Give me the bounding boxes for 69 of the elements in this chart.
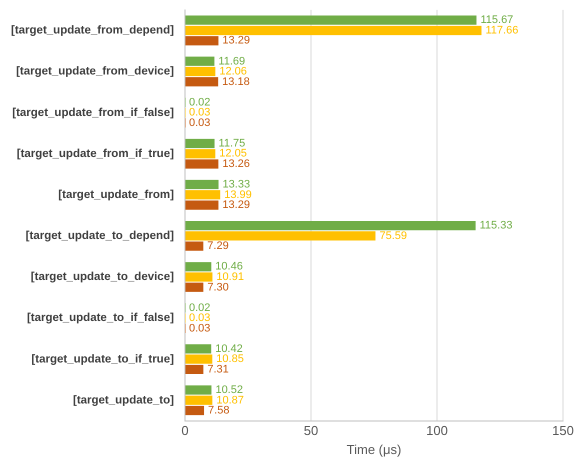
data-label: 13.33: [222, 178, 250, 191]
x-tick-label: 150: [552, 423, 574, 438]
bar: [185, 180, 219, 190]
data-label: 11.69: [218, 55, 246, 68]
data-label: 0.03: [189, 116, 210, 129]
data-label: 12.06: [219, 66, 247, 78]
bar: [185, 344, 212, 354]
bar: [185, 56, 214, 66]
data-label: 13.29: [222, 34, 250, 47]
x-tick-label: 50: [304, 423, 318, 438]
y-tick-label: [target_update_to_depend]: [26, 230, 174, 242]
bar: [185, 26, 482, 36]
bar: [185, 354, 212, 364]
data-label: 12.05: [219, 148, 247, 160]
bar: [185, 221, 476, 230]
data-label: 10.85: [216, 353, 244, 366]
data-label: 10.52: [215, 384, 243, 396]
data-label: 7.30: [207, 281, 229, 294]
data-label: 13.29: [222, 199, 250, 212]
data-label: 7.31: [207, 363, 229, 376]
bar: [185, 231, 376, 241]
bar: [185, 159, 218, 169]
data-label: 7.29: [207, 240, 229, 252]
y-tick-label: [target_update_from_depend]: [11, 24, 174, 37]
y-tick-label: [target_update_from_device]: [16, 66, 174, 78]
bar: [185, 77, 218, 86]
bar: [185, 149, 216, 158]
bar: [185, 66, 216, 76]
y-tick-label: [target_update_to_device]: [30, 271, 174, 284]
data-label: 7.58: [208, 404, 230, 417]
bar: [185, 406, 204, 416]
y-tick-label: [target_update_from_if_true]: [16, 148, 174, 160]
bar: [185, 262, 212, 272]
data-label: 10.42: [215, 342, 243, 355]
y-tick-label: [target_update_from]: [58, 188, 174, 201]
data-label: 0.02: [188, 302, 210, 314]
x-tick-label: 0: [181, 423, 189, 438]
data-label: 0.03: [189, 106, 210, 119]
data-label: 10.87: [216, 394, 244, 406]
bar: [185, 282, 204, 292]
bar: [185, 138, 215, 148]
data-label: 13.99: [224, 188, 252, 201]
data-label: 117.66: [485, 24, 518, 36]
bar: [185, 364, 204, 374]
y-tick-label: [target_update_to_if_false]: [26, 312, 174, 324]
y-tick-label: [target_update_to]: [72, 394, 174, 406]
data-label: 0.02: [188, 96, 210, 108]
data-label: 10.46: [215, 260, 243, 273]
x-axis-title: Time (μs): [346, 442, 402, 457]
bar: [185, 242, 204, 251]
data-label: 13.18: [222, 76, 250, 88]
data-label: 10.91: [216, 271, 244, 284]
bar: [185, 385, 212, 395]
x-tick-label: 100: [426, 423, 448, 438]
data-label: 115.67: [480, 14, 514, 26]
data-label: 75.59: [379, 230, 407, 242]
bar: [185, 16, 476, 25]
data-label: 11.75: [218, 137, 246, 150]
bar: [185, 272, 212, 282]
data-label: 0.03: [189, 312, 210, 324]
bar: [185, 396, 212, 405]
bar: [185, 36, 218, 46]
bar: [185, 190, 220, 200]
data-label: 115.33: [480, 220, 512, 232]
data-label: 0.03: [189, 322, 210, 334]
y-tick-label: [target_update_from_if_false]: [12, 106, 174, 119]
bar: [185, 200, 218, 210]
y-tick-label: [target_update_to_if_true]: [31, 353, 174, 366]
data-label: 13.26: [222, 158, 250, 170]
